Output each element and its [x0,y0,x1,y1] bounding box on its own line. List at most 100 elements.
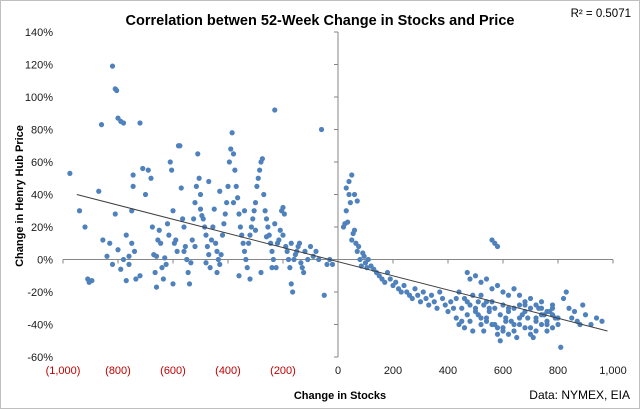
data-point [131,248,138,254]
x-tick-label: (400) [215,365,241,377]
data-point [273,265,279,271]
data-point [324,261,330,267]
data-point [203,260,209,266]
data-point [478,321,484,328]
data-point [261,191,267,198]
data-point [387,276,393,282]
x-tick-label: (200) [270,365,296,377]
data-point [236,211,242,217]
data-point [114,87,120,94]
data-point [263,234,270,240]
data-point [100,237,106,243]
data-point [281,211,287,217]
data-point [483,276,490,282]
data-point [412,286,418,292]
data-point [349,172,355,178]
data-point [140,165,146,172]
data-point [464,312,470,318]
data-point [343,208,349,214]
data-point [291,256,297,263]
data-point [221,221,227,227]
data-point [489,321,495,328]
data-point [262,208,268,214]
data-point [428,292,435,298]
data-point [560,295,567,302]
x-tick-label: 0 [335,365,341,377]
data-point [475,299,481,305]
data-point [525,315,531,321]
data-point [505,331,512,337]
trendline [76,194,608,332]
data-point [109,63,116,69]
data-point [247,276,253,282]
data-point [162,255,168,261]
data-point [346,178,352,185]
data-point [109,261,116,267]
data-point [118,266,124,272]
data-point [472,273,479,279]
data-point [494,282,501,289]
data-point [398,289,404,295]
x-tick-label: 800 [549,365,567,377]
data-point [486,308,492,315]
data-point [217,261,223,267]
data-point [516,302,523,308]
data-point [166,232,172,238]
data-point [321,292,327,298]
data-point [497,312,503,318]
data-point [200,216,206,222]
y-tick-label: -40% [27,320,53,332]
data-point [558,344,564,350]
data-point [192,243,198,250]
data-point [230,200,237,206]
data-point [181,248,187,254]
data-point [158,240,164,246]
y-tick-label: 60% [31,157,53,169]
data-point [544,328,550,334]
data-point [298,260,304,266]
data-point [516,292,523,298]
data-point [254,183,260,189]
data-point [173,237,179,243]
data-point [191,216,197,222]
data-point [160,276,166,282]
data-point [569,315,575,321]
data-point [285,256,292,263]
data-point [263,216,270,222]
data-point [252,200,259,206]
data-point [434,305,440,311]
data-point [186,281,193,287]
axes [62,31,614,358]
data-point [478,315,484,321]
data-point [133,276,139,282]
data-point [174,248,180,254]
data-point [149,224,155,230]
data-point [247,232,253,238]
data-point [145,167,151,173]
data-point [347,200,353,206]
data-point [382,279,388,285]
data-point [163,261,169,267]
x-tick-label: 1,000 [599,365,627,377]
data-point [233,183,239,189]
data-point [431,299,437,305]
data-point [503,318,509,324]
data-point [549,325,556,331]
y-tick-labels: 140% 120% 100% 80% 60% 40% 20% 0% -20% -40% -60% [25,27,53,364]
data-point [544,308,550,315]
data-point [188,260,194,266]
data-point [237,224,243,230]
data-point [497,338,503,344]
data-point [152,269,158,276]
data-point [299,265,305,271]
data-point [197,191,204,198]
data-point [533,328,539,334]
data-point [120,256,127,263]
data-point [533,302,539,308]
data-point [345,219,351,225]
y-tick-label: -20% [27,287,53,299]
data-point [224,200,230,206]
data-point [288,281,294,287]
data-point [218,252,224,258]
